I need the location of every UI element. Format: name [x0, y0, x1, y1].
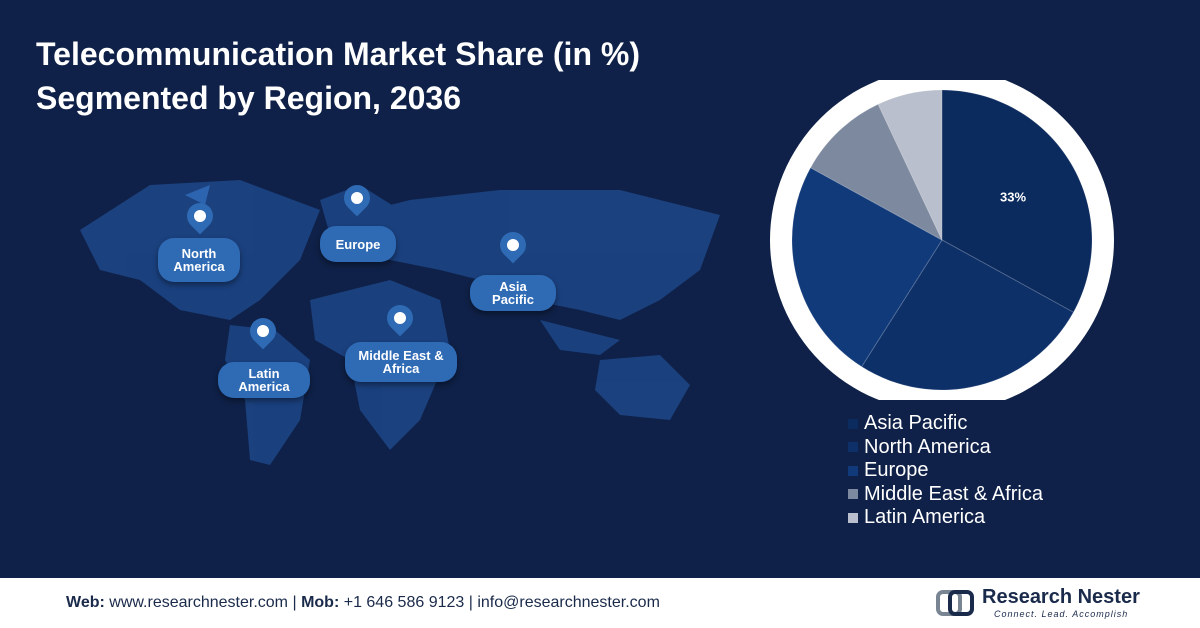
legend-entry: Latin America: [848, 506, 1043, 530]
tagline: Connect. Lead. Accomplish: [994, 609, 1129, 619]
pin-dot: [391, 309, 409, 327]
region-label: Asia Pacific: [470, 275, 556, 311]
region-label: North America: [158, 238, 240, 282]
legend-entry: Middle East & Africa: [848, 483, 1043, 507]
legend-label: Asia Pacific: [864, 412, 968, 435]
pin-dot: [191, 207, 209, 225]
legend: Asia Pacific North America Europe Middle Ea…: [848, 412, 1043, 530]
web-label: Web:: [66, 594, 105, 611]
logo-icon: [936, 590, 974, 616]
legend-entry: Europe: [848, 459, 1043, 483]
pie-slice: [860, 239, 1075, 391]
separator: |: [468, 594, 473, 611]
legend-label: Middle East & Africa: [864, 482, 1043, 505]
data-label: 33%: [1000, 189, 1026, 204]
mob-label: Mob:: [301, 594, 340, 611]
chart-title: Telecommunication Market Share (in %): [36, 36, 640, 72]
web: www.researchnester.com: [109, 594, 288, 611]
separator: |: [292, 594, 297, 611]
pin-dot: [348, 189, 366, 207]
brand: Research Nester: [982, 586, 1140, 608]
legend-label: Latin America: [864, 506, 986, 529]
legend-swatch: [848, 489, 858, 500]
legend-swatch: [848, 418, 858, 429]
pin-dot: [504, 236, 522, 254]
legend-swatch: [848, 465, 858, 476]
region-label: Europe: [320, 226, 396, 262]
email: info@researchnester.com: [477, 594, 660, 611]
pie-slice: [791, 167, 943, 368]
mob: +1 646 586 9123: [343, 594, 465, 611]
pie-slice: [877, 89, 943, 241]
legend-entry: Asia Pacific: [848, 412, 1043, 436]
legend-swatch: [848, 442, 858, 453]
pie-slice: [941, 89, 1093, 313]
region-label: Latin America: [218, 362, 310, 398]
region-label: Middle East & Africa: [345, 342, 457, 382]
chart-subtitle: Segmented by Region, 2036: [36, 80, 462, 116]
world-map: [80, 180, 720, 465]
footer: Web: www.researchnester.com | Mob: +1 64…: [0, 578, 1200, 628]
contact: Web: www.researchnester.com | Mob: +1 64…: [66, 594, 660, 612]
pin-dot: [254, 322, 272, 340]
legend-entry: North America: [848, 436, 1043, 460]
pie-chart: 33%: [770, 80, 1114, 400]
pie-slice: [809, 103, 944, 242]
legend-label: Europe: [864, 459, 929, 482]
legend-label: North America: [864, 435, 991, 458]
legend-swatch: [848, 512, 858, 523]
